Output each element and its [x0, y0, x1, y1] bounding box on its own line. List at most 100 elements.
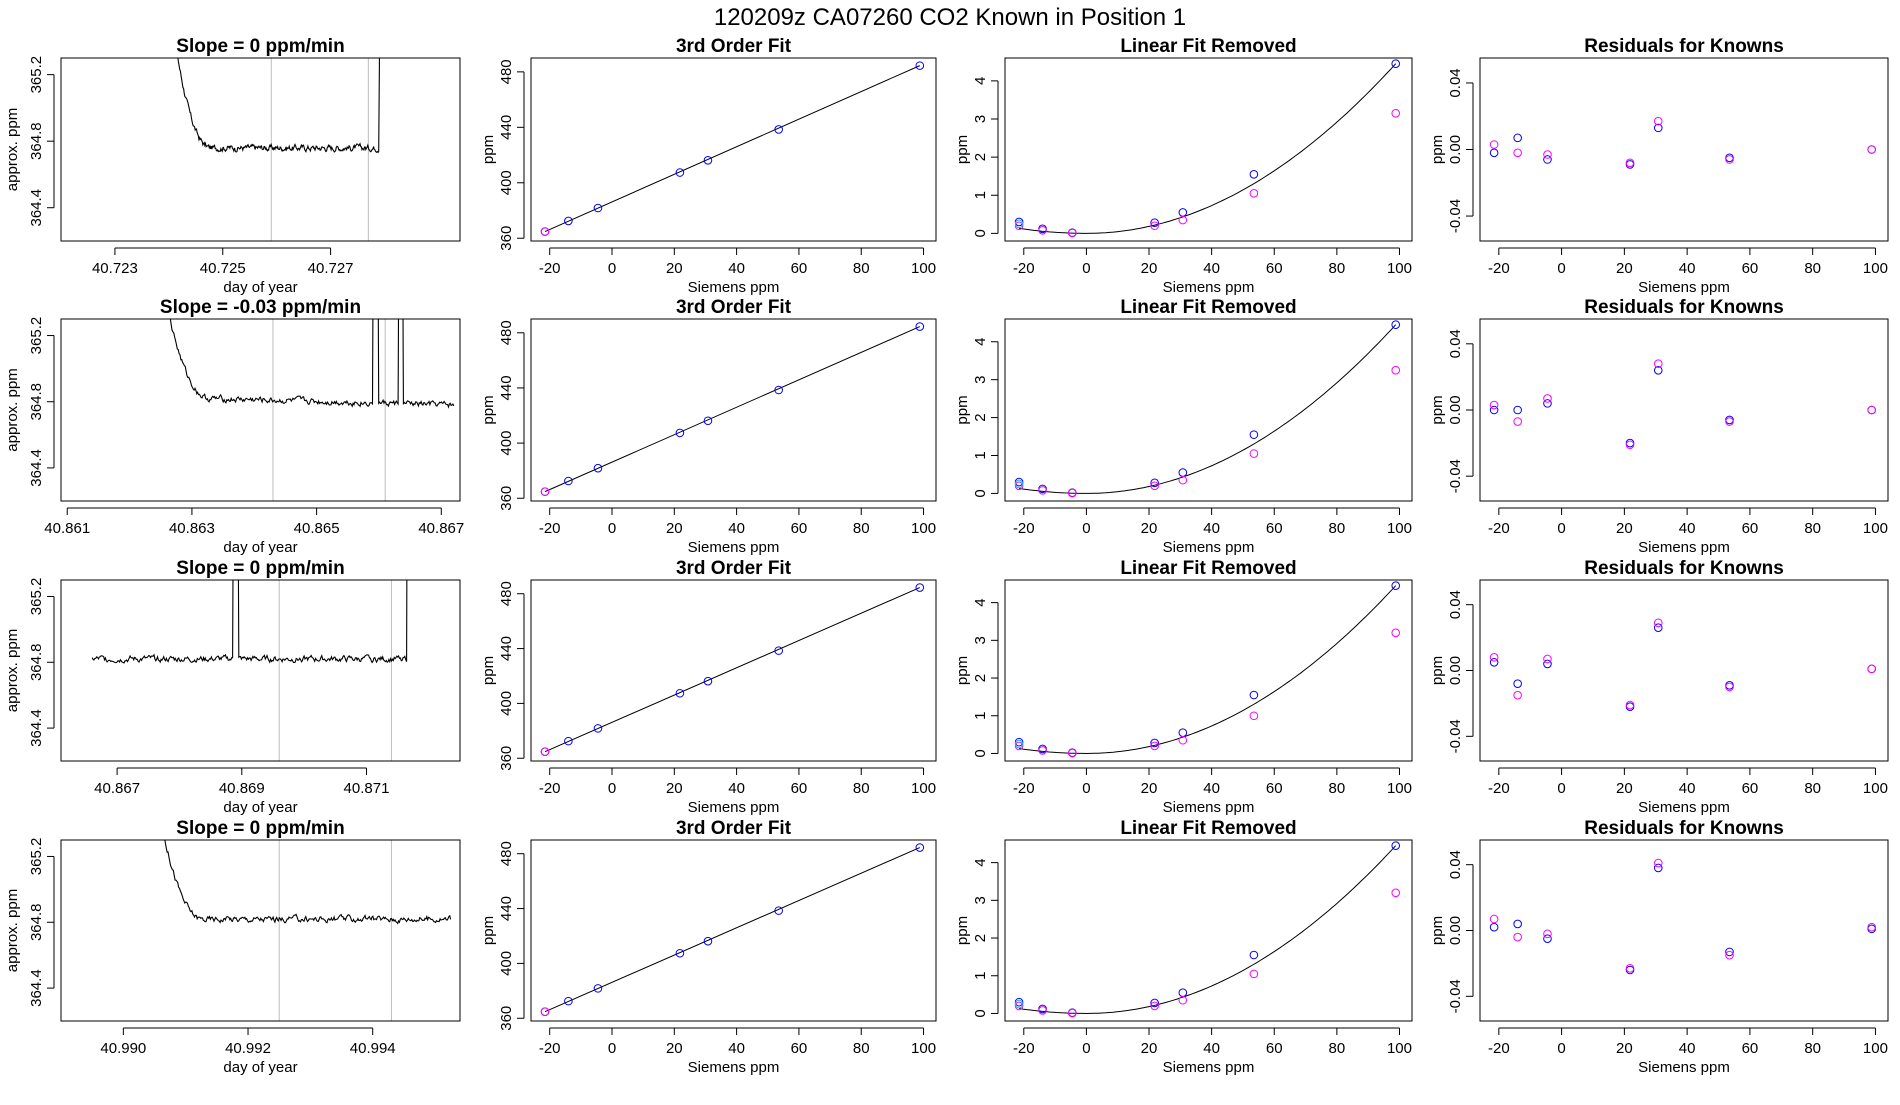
panel-title: Residuals for Knowns — [1584, 818, 1784, 839]
data-point-fit — [1391, 841, 1401, 850]
y-tick-label: 2 — [972, 413, 989, 421]
data-point-measured — [1068, 228, 1077, 238]
plot-frame — [1004, 579, 1413, 762]
x-tick-label: 100 — [1863, 780, 1888, 797]
data-point-reference — [540, 227, 550, 236]
x-tick-label: 0 — [608, 1040, 616, 1057]
plot-frame — [1004, 318, 1413, 502]
x-tick-label: 80 — [1329, 780, 1346, 797]
data-point-known — [675, 948, 685, 958]
x-tick-label: 40 — [1679, 520, 1696, 537]
residual-point-alt — [1513, 932, 1522, 942]
residual-point-alt — [1543, 150, 1552, 159]
x-tick-label: 0 — [1082, 520, 1090, 537]
residual-point-alt — [1867, 922, 1876, 932]
plot-frame — [1004, 839, 1413, 1022]
x-tick-label: 20 — [1141, 1040, 1158, 1057]
plot-area — [540, 843, 925, 1016]
plot-area — [1489, 858, 1876, 975]
plot-frame — [530, 57, 937, 242]
y-tick-label: -0.04 — [1447, 459, 1464, 493]
x-axis-label: Siemens ppm — [1163, 1059, 1255, 1076]
y-axis-label: ppm — [1429, 656, 1446, 685]
data-point-fit — [1150, 738, 1159, 748]
y-tick-label: 364.8 — [28, 643, 45, 681]
data-point-measured — [1249, 449, 1259, 458]
x-tick-label: -20 — [539, 260, 561, 277]
y-tick-label: 360 — [498, 746, 515, 771]
residual-point — [1543, 399, 1552, 408]
residual-point-alt — [1513, 417, 1522, 426]
residual-point — [1625, 702, 1635, 712]
y-tick-label: 0.00 — [1447, 395, 1464, 424]
residual-point-alt — [1867, 664, 1876, 674]
panel-title: Linear Fit Removed — [1120, 297, 1296, 318]
residual-point — [1543, 155, 1552, 164]
panel-title: Residuals for Knowns — [1584, 297, 1784, 318]
x-axis-label: Siemens ppm — [1163, 539, 1255, 556]
fit-curve — [1019, 324, 1397, 494]
x-tick-label: 40.994 — [350, 1040, 396, 1057]
residual-point — [1513, 679, 1522, 688]
residual-point-alt — [1867, 145, 1876, 154]
x-tick-label: 40.863 — [169, 520, 215, 537]
x-tick-label: -20 — [539, 1040, 561, 1057]
residual-point-alt — [1489, 140, 1499, 149]
y-axis-label: approx. ppm — [4, 629, 21, 712]
x-tick-label: 40 — [728, 780, 745, 797]
y-tick-label: 0 — [972, 1009, 989, 1017]
panel-title: Linear Fit Removed — [1120, 558, 1296, 579]
x-axis-label: Siemens ppm — [688, 1059, 780, 1076]
residual-point — [1513, 919, 1522, 929]
data-point-measured — [1150, 221, 1159, 231]
plot-area — [1014, 59, 1401, 238]
y-axis-label: ppm — [954, 135, 971, 164]
data-point-fit — [1391, 581, 1401, 590]
x-tick-label: 80 — [1329, 1040, 1346, 1057]
data-point-known — [564, 476, 573, 486]
x-tick-label: 60 — [1266, 780, 1283, 797]
x-tick-label: 0 — [1557, 780, 1565, 797]
x-tick-label: -20 — [539, 520, 561, 537]
y-tick-label: 0.00 — [1447, 916, 1464, 945]
x-tick-label: 40 — [728, 520, 745, 537]
y-tick-label: 440 — [498, 115, 515, 140]
plot-area — [1489, 618, 1876, 712]
x-tick-label: 80 — [853, 1040, 870, 1057]
data-point-measured — [1391, 628, 1401, 638]
data-trace — [169, 319, 455, 409]
y-tick-label: -0.04 — [1447, 719, 1464, 753]
x-tick-label: 80 — [1804, 1040, 1821, 1057]
plot-area — [1489, 116, 1876, 169]
data-point-extra — [1014, 219, 1024, 229]
x-tick-label: 60 — [1266, 1040, 1283, 1057]
residual-point — [1625, 438, 1635, 448]
data-point-known — [593, 724, 603, 733]
data-point-measured — [1178, 995, 1188, 1005]
x-tick-label: 0 — [1557, 260, 1565, 277]
data-point-fit — [1178, 208, 1188, 217]
y-tick-label: 3 — [972, 115, 989, 123]
residual-point — [1625, 160, 1635, 169]
panel-r4-fit: 3rd Order Fit -20 0 20 40 60 80 100 360 400 440 480… — [480, 818, 937, 1076]
x-tick-label: -20 — [539, 780, 561, 797]
x-tick-label: 0 — [1557, 1040, 1565, 1057]
y-tick-label: 2 — [972, 674, 989, 682]
x-tick-label: -20 — [1013, 1040, 1035, 1057]
x-tick-label: 80 — [1804, 520, 1821, 537]
data-point-reference — [540, 747, 550, 756]
data-trace — [91, 580, 408, 664]
plot-area — [1014, 320, 1401, 498]
fit-curve — [1019, 845, 1397, 1015]
x-tick-label: 40.867 — [94, 780, 140, 797]
residual-point-alt — [1625, 964, 1635, 973]
panel-title: Residuals for Knowns — [1584, 558, 1784, 579]
panel-title: Slope = 0 ppm/min — [176, 558, 344, 579]
x-tick-label: 100 — [911, 520, 936, 537]
residual-point — [1725, 681, 1734, 690]
y-tick-label: 364.8 — [28, 383, 45, 421]
residual-point-alt — [1653, 359, 1663, 368]
plot-area — [169, 319, 455, 501]
y-tick-label: 360 — [498, 1006, 515, 1031]
y-tick-label: 3 — [972, 375, 989, 383]
